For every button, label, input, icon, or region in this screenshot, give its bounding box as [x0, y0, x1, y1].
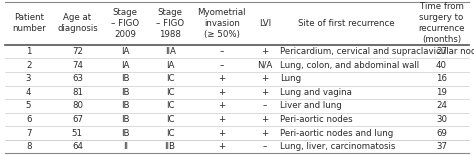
Text: IB: IB: [121, 101, 129, 110]
Text: +: +: [261, 88, 268, 97]
Text: +: +: [261, 115, 268, 124]
Text: IB: IB: [121, 129, 129, 138]
Text: 67: 67: [72, 115, 83, 124]
Text: IC: IC: [166, 115, 174, 124]
Text: 81: 81: [72, 88, 83, 97]
Text: 74: 74: [72, 61, 83, 70]
Text: IC: IC: [166, 74, 174, 83]
Text: 30: 30: [436, 115, 447, 124]
Text: IB: IB: [121, 88, 129, 97]
Text: Lung and vagina: Lung and vagina: [280, 88, 352, 97]
Text: 7: 7: [26, 129, 31, 138]
Text: +: +: [218, 142, 225, 151]
Text: IC: IC: [166, 129, 174, 138]
Text: +: +: [218, 74, 225, 83]
Text: 5: 5: [26, 101, 31, 110]
Text: IC: IC: [166, 88, 174, 97]
Text: Peri-aortic nodes and lung: Peri-aortic nodes and lung: [280, 129, 393, 138]
Text: Lung: Lung: [280, 74, 301, 83]
Text: IB: IB: [121, 115, 129, 124]
Text: +: +: [261, 74, 268, 83]
Text: 1: 1: [26, 47, 31, 56]
Text: 2: 2: [26, 61, 31, 70]
Text: 3: 3: [26, 74, 31, 83]
Text: Peri-aortic nodes: Peri-aortic nodes: [280, 115, 353, 124]
Text: +: +: [261, 129, 268, 138]
Text: 8: 8: [26, 142, 31, 151]
Text: Site of first recurrence: Site of first recurrence: [298, 19, 394, 28]
Text: 40: 40: [436, 61, 447, 70]
Text: –: –: [219, 61, 224, 70]
Text: 51: 51: [72, 129, 83, 138]
Text: IC: IC: [166, 101, 174, 110]
Text: Time from
surgery to
recurrence
(months): Time from surgery to recurrence (months): [418, 2, 465, 44]
Text: 27: 27: [436, 47, 447, 56]
Text: +: +: [261, 47, 268, 56]
Text: 4: 4: [26, 88, 31, 97]
Text: Lung, liver, carcinomatosis: Lung, liver, carcinomatosis: [280, 142, 395, 151]
Text: +: +: [218, 88, 225, 97]
Text: Stage
– FIGO
2009: Stage – FIGO 2009: [111, 8, 139, 39]
Text: II: II: [123, 142, 128, 151]
Text: IB: IB: [121, 74, 129, 83]
Text: Patient
number: Patient number: [12, 13, 46, 33]
Text: IA: IA: [121, 61, 129, 70]
Text: 24: 24: [436, 101, 447, 110]
Text: 16: 16: [436, 74, 447, 83]
Text: IA: IA: [121, 47, 129, 56]
Text: 63: 63: [72, 74, 83, 83]
Text: Myometrial
invasion
(≥ 50%): Myometrial invasion (≥ 50%): [198, 8, 246, 39]
Text: –: –: [219, 47, 224, 56]
Text: 6: 6: [26, 115, 31, 124]
Text: –: –: [263, 101, 267, 110]
Text: LVI: LVI: [259, 19, 271, 28]
Text: +: +: [218, 101, 225, 110]
Text: Stage
– FIGO
1988: Stage – FIGO 1988: [156, 8, 184, 39]
Text: +: +: [218, 129, 225, 138]
Text: IA: IA: [166, 61, 174, 70]
Text: 80: 80: [72, 101, 83, 110]
Text: N/A: N/A: [257, 61, 273, 70]
Text: IIB: IIB: [164, 142, 175, 151]
Text: –: –: [263, 142, 267, 151]
Text: Age at
diagnosis: Age at diagnosis: [57, 13, 98, 33]
Text: 19: 19: [436, 88, 447, 97]
Text: IIA: IIA: [164, 47, 175, 56]
Text: Pericardium, cervical and supraclavicular nodes: Pericardium, cervical and supraclavicula…: [280, 47, 474, 56]
Text: +: +: [218, 115, 225, 124]
Text: 64: 64: [72, 142, 83, 151]
Text: 72: 72: [72, 47, 83, 56]
Text: Lung, colon, and abdominal wall: Lung, colon, and abdominal wall: [280, 61, 419, 70]
Text: 37: 37: [436, 142, 447, 151]
Text: 69: 69: [436, 129, 447, 138]
Text: Liver and lung: Liver and lung: [280, 101, 342, 110]
